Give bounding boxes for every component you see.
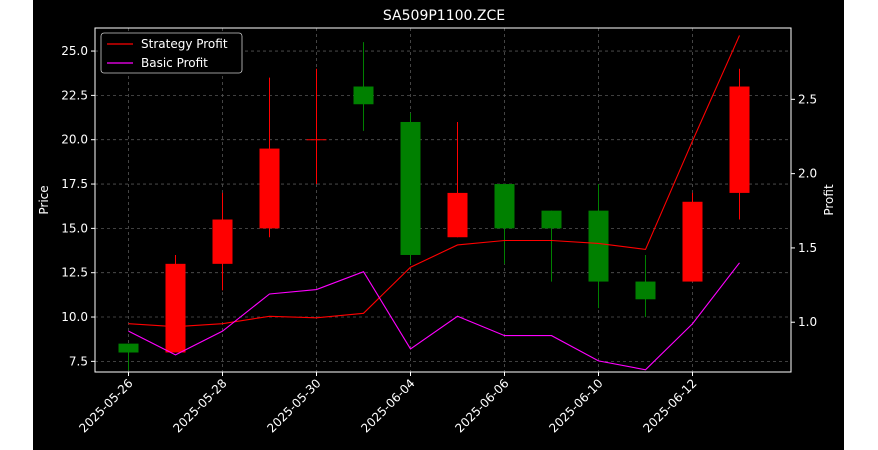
- y-tick-label: 17.5: [61, 177, 88, 191]
- candle-body: [729, 86, 750, 193]
- candle-body: [635, 281, 656, 300]
- y-tick-label: 15.0: [61, 221, 88, 235]
- x-tick-label: 2025-06-10: [546, 376, 605, 435]
- candle-body: [165, 263, 186, 353]
- y-axis-right: 1.0 1.5 2.0 2.5: [791, 92, 817, 329]
- profit-lines: [128, 35, 741, 371]
- x-axis: 2025-05-26 2025-05-28 2025-05-30 2025-06-04…: [76, 372, 700, 435]
- candle-body: [212, 219, 233, 264]
- y-tick-label: 12.5: [61, 266, 88, 280]
- legend-label-basic: Basic Profit: [141, 56, 208, 70]
- x-tick-label: 2025-05-28: [170, 376, 229, 435]
- candle-body: [588, 210, 609, 282]
- candle-body: [494, 184, 515, 229]
- plot-frame: [94, 27, 792, 373]
- strategy-profit-line: [128, 35, 741, 328]
- y-axis-label: Price: [37, 185, 51, 214]
- y-tick-label: 25.0: [61, 44, 88, 58]
- y2-tick-label: 2.0: [798, 167, 817, 181]
- candlestick-chart: SA509P1100.ZCE 7.5 10.0 12.5 15.0 17.5 20.0 22…: [37, 8, 836, 435]
- x-tick-label: 2025-05-30: [264, 376, 323, 435]
- legend-box: [100, 32, 243, 74]
- y2-tick-label: 1.5: [798, 241, 817, 255]
- legend-label-strategy: Strategy Profit: [141, 37, 228, 51]
- chart-title: SA509P1100.ZCE: [383, 8, 505, 24]
- y-tick-label: 22.5: [61, 88, 88, 102]
- basic-profit-line: [128, 262, 740, 371]
- x-tick-label: 2025-06-12: [640, 376, 699, 435]
- candle-body: [118, 343, 139, 353]
- candle-body: [682, 201, 703, 282]
- legend: Strategy Profit Basic Profit: [100, 32, 243, 74]
- y2-axis-label: Profit: [822, 184, 836, 216]
- candle-body: [259, 148, 280, 229]
- candles: [118, 42, 750, 371]
- candle-body: [447, 192, 468, 238]
- candle-body: [400, 121, 421, 255]
- candle-body: [353, 86, 374, 105]
- x-tick-label: 2025-05-26: [76, 376, 135, 435]
- grid: [95, 28, 791, 372]
- y2-tick-label: 1.0: [798, 315, 817, 329]
- x-tick-label: 2025-06-06: [452, 376, 511, 435]
- x-tick-label: 2025-06-04: [358, 376, 417, 435]
- y-tick-label: 20.0: [61, 133, 88, 147]
- candle-body: [541, 210, 562, 229]
- chart-figure: SA509P1100.ZCE 7.5 10.0 12.5 15.0 17.5 20.0 22…: [33, 0, 844, 450]
- y-tick-label: 10.0: [61, 310, 88, 324]
- y-axis-left: 7.5 10.0 12.5 15.0 17.5 20.0 22.5 25.0: [61, 44, 95, 368]
- y2-tick-label: 2.5: [798, 92, 817, 106]
- y-tick-label: 7.5: [69, 354, 88, 368]
